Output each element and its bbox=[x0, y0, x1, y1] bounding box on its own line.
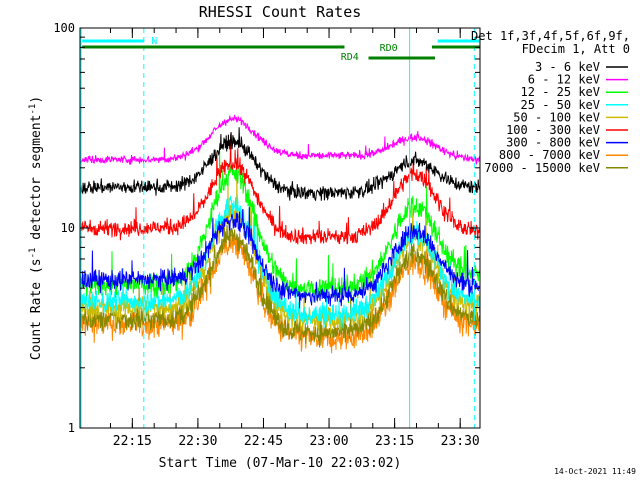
legend-header-line-2: FDecim 1, Att 0 bbox=[522, 42, 630, 56]
rd0-label: RD0 bbox=[380, 43, 398, 54]
legend-label: 7000 - 15000 keV bbox=[484, 161, 600, 175]
series-line-12-25-kev bbox=[80, 148, 480, 304]
legend-label: 12 - 25 keV bbox=[521, 85, 600, 99]
legend-label: 800 - 7000 keV bbox=[499, 148, 600, 162]
timestamp: 14-Oct-2021 11:49 bbox=[554, 467, 636, 476]
legend-label: 6 - 12 keV bbox=[528, 73, 600, 87]
y-axis-label-main: Count Rate (s bbox=[29, 258, 44, 360]
x-tick-label: 22:15 bbox=[113, 434, 152, 449]
legend-header-line-1: Det 1f,3f,4f,5f,6f,9f, bbox=[471, 29, 630, 43]
x-tick-label: 23:00 bbox=[309, 434, 348, 449]
legend: Det 1f,3f,4f,5f,6f,9f, FDecim 1, Att 0 3… bbox=[471, 29, 630, 175]
legend-label: 100 - 300 keV bbox=[506, 123, 600, 137]
legend-label: 3 - 6 keV bbox=[535, 60, 600, 74]
rd4-label: RD4 bbox=[341, 52, 359, 63]
y-axis-label-sup-1: -1 bbox=[28, 248, 38, 259]
x-tick-label: 23:30 bbox=[441, 434, 480, 449]
y-axis-label-mid: detector segment bbox=[29, 115, 44, 248]
x-tick-label: 23:15 bbox=[375, 434, 414, 449]
series-layer bbox=[80, 114, 480, 354]
series-line-7000-15000-kev bbox=[80, 223, 480, 348]
chart-title: RHESSI Count Rates bbox=[199, 3, 362, 21]
x-axis-label: Start Time (07-Mar-10 22:03:02) bbox=[159, 456, 402, 471]
y-axis-label-sup-2: -1 bbox=[28, 104, 38, 115]
series-line-300-800-kev bbox=[80, 207, 480, 309]
x-tick-label: 22:45 bbox=[244, 434, 283, 449]
y-axis-label: Count Rate (s-1 detector segment-1) bbox=[28, 96, 44, 360]
legend-label: 50 - 100 keV bbox=[513, 110, 600, 124]
legend-label: 25 - 50 keV bbox=[521, 98, 600, 112]
y-tick-label: 10 bbox=[61, 221, 75, 235]
axes: 1 10 100 22:15 22:30 22:45 23:00 23:15 23:30 bbox=[53, 21, 481, 449]
legend-label: 300 - 800 keV bbox=[506, 136, 600, 150]
x-tick-label: 22:30 bbox=[178, 434, 217, 449]
series-line-3-6-kev bbox=[80, 127, 480, 202]
series-line-100-300-kev bbox=[80, 134, 480, 245]
y-tick-label: 1 bbox=[68, 421, 75, 435]
night-label: N bbox=[151, 36, 157, 47]
y-axis-label-end: ) bbox=[29, 96, 44, 104]
series-line-6-12-kev bbox=[80, 114, 480, 165]
y-tick-label: 100 bbox=[53, 21, 75, 35]
